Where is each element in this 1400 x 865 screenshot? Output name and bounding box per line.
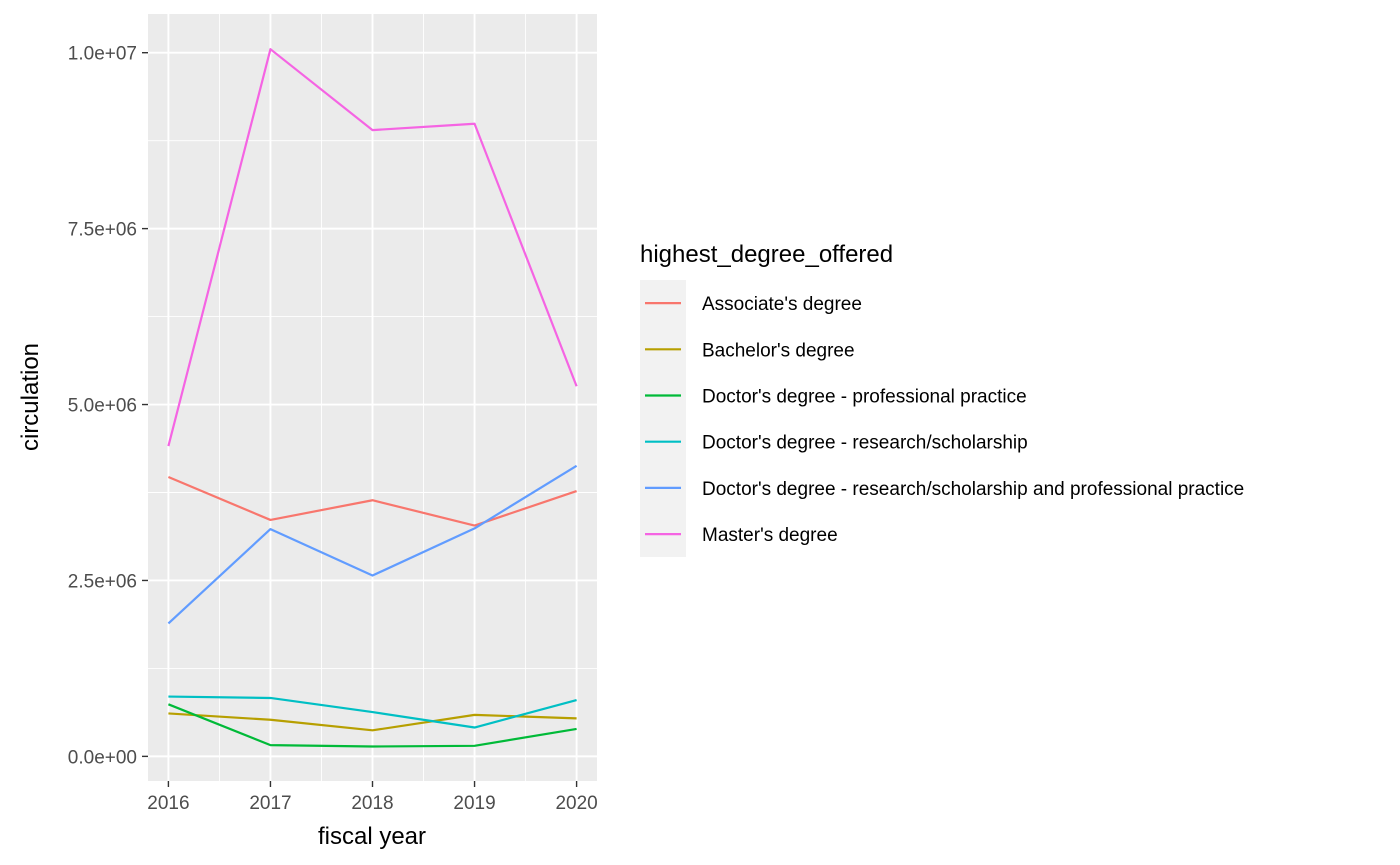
y-axis-title: circulation: [17, 343, 44, 451]
legend-label: Master's degree: [702, 525, 838, 546]
legend: highest_degree_offered Associate's degre…: [640, 241, 1244, 557]
y-tick-label: 0.0e+00: [68, 747, 137, 768]
series-line: [167, 48, 578, 447]
legend-label: Associate's degree: [702, 294, 862, 315]
x-tick-label: 2018: [351, 793, 393, 814]
series-line: [167, 464, 578, 625]
legend-title: highest_degree_offered: [640, 241, 893, 268]
y-tick-label: 5.0e+06: [68, 396, 137, 417]
x-tick-label: 2016: [147, 793, 189, 814]
x-tick-label: 2017: [249, 793, 291, 814]
grid-major: [148, 14, 597, 781]
x-axis: 2016 2017 2018 2019 2020: [147, 781, 598, 814]
legend-label: Doctor's degree - research/scholarship a…: [702, 479, 1244, 500]
y-tick-label: 1.0e+07: [68, 44, 137, 65]
legend-items: Associate's degree Bachelor's degree Docto…: [645, 294, 1244, 546]
x-tick-label: 2019: [453, 793, 495, 814]
series-line: [168, 703, 577, 748]
x-tick-label: 2020: [555, 793, 597, 814]
series-lines: [167, 48, 578, 748]
series-line: [167, 475, 577, 527]
legend-label: Doctor's degree - professional practice: [702, 387, 1027, 408]
legend-label: Doctor's degree - research/scholarship: [702, 433, 1028, 454]
legend-key-background: [640, 280, 686, 557]
legend-label: Bachelor's degree: [702, 340, 855, 361]
series-line: [168, 712, 577, 732]
series-line: [168, 695, 577, 729]
y-axis: 0.0e+00 2.5e+06 5.0e+06 7.5e+06 1.0e+07: [68, 44, 148, 768]
y-tick-label: 7.5e+06: [68, 220, 137, 241]
y-tick-label: 2.5e+06: [68, 571, 137, 592]
x-axis-title: fiscal year: [318, 823, 426, 850]
